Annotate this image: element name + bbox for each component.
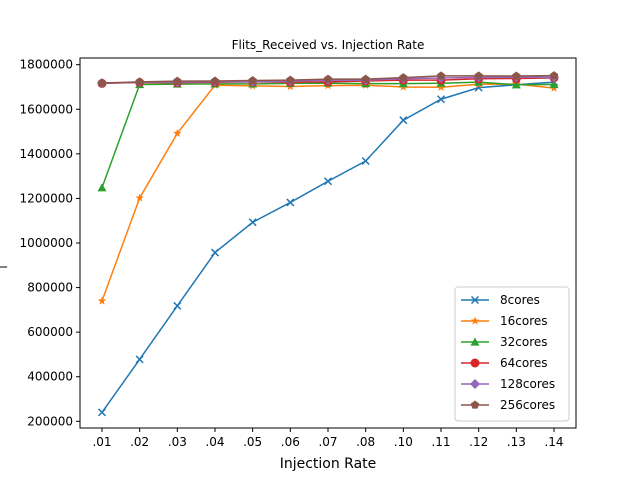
y-tick-label: 1000000 bbox=[20, 236, 73, 250]
x-tick-label: .04 bbox=[205, 435, 224, 449]
data-point bbox=[512, 71, 521, 80]
x-tick-label: .14 bbox=[544, 435, 563, 449]
legend-marker bbox=[470, 358, 480, 368]
legend-marker bbox=[470, 337, 480, 346]
legend-label: 256cores bbox=[500, 398, 555, 412]
legend-entry: 256cores bbox=[461, 398, 555, 412]
legend-entry: 16cores bbox=[461, 314, 548, 328]
legend-label: 128cores bbox=[500, 377, 555, 391]
x-tick-label: .06 bbox=[281, 435, 300, 449]
y-tick-label: 400000 bbox=[27, 370, 73, 384]
legend-entry: 8cores bbox=[461, 293, 540, 307]
x-tick-label: .12 bbox=[469, 435, 488, 449]
data-point bbox=[135, 193, 144, 202]
legend-entry: 32cores bbox=[461, 335, 548, 349]
data-point bbox=[135, 355, 144, 364]
data-point bbox=[323, 74, 333, 83]
data-point bbox=[97, 78, 107, 87]
y-tick-label: 800000 bbox=[27, 281, 73, 295]
legend-marker bbox=[470, 316, 480, 325]
data-point bbox=[173, 76, 182, 85]
legend-marker bbox=[470, 379, 480, 389]
x-tick-label: .07 bbox=[318, 435, 337, 449]
data-point bbox=[286, 75, 295, 84]
legend-entry: 128cores bbox=[461, 377, 555, 391]
legend-label: 16cores bbox=[500, 314, 548, 328]
y-tick-label: 1200000 bbox=[20, 191, 73, 205]
y-tick-label: 200000 bbox=[27, 414, 73, 428]
data-point bbox=[511, 80, 521, 89]
data-point bbox=[97, 296, 107, 305]
y-tick-label: 1800000 bbox=[20, 58, 73, 72]
plot-area: 200000 400000 600000 800000 1000000 1200000 14… bbox=[20, 57, 577, 449]
y-tick-label: 600000 bbox=[27, 325, 73, 339]
y-axis-title: _ bbox=[0, 252, 8, 268]
x-tick-label: .03 bbox=[168, 435, 187, 449]
data-point bbox=[248, 218, 257, 227]
data-point bbox=[135, 77, 144, 86]
data-point bbox=[97, 183, 107, 192]
legend-marker bbox=[470, 295, 480, 305]
data-point bbox=[436, 95, 446, 104]
x-axis-title: Injection Rate bbox=[280, 456, 377, 472]
series-256cores bbox=[97, 71, 559, 87]
y-tick-label: 1600000 bbox=[20, 102, 73, 116]
legend-label: 32cores bbox=[500, 335, 548, 349]
x-tick-label: .10 bbox=[394, 435, 413, 449]
series-line bbox=[101, 81, 555, 188]
data-point bbox=[399, 116, 408, 125]
data-point bbox=[361, 74, 370, 83]
legend: 8cores 16cores 32cores 64cores 128cores 256co… bbox=[454, 286, 570, 422]
data-point bbox=[173, 128, 182, 137]
legend-entry: 64cores bbox=[461, 356, 548, 370]
x-tick-label: .01 bbox=[92, 435, 111, 449]
chart-title: Flits_Received vs. Injection Rate bbox=[232, 38, 425, 52]
data-point bbox=[210, 76, 220, 85]
series-16cores bbox=[97, 79, 559, 305]
x-tick-label: .05 bbox=[243, 435, 262, 449]
data-point bbox=[549, 80, 559, 89]
data-point bbox=[399, 73, 408, 82]
data-point bbox=[436, 71, 446, 80]
series-32cores bbox=[97, 77, 559, 192]
data-point bbox=[474, 71, 483, 80]
data-point bbox=[97, 408, 107, 417]
data-point bbox=[286, 198, 295, 207]
legend-marker bbox=[470, 400, 480, 409]
series-line bbox=[101, 83, 555, 302]
data-point bbox=[173, 301, 182, 310]
data-point bbox=[549, 71, 559, 80]
x-tick-label: .11 bbox=[431, 435, 450, 449]
data-point bbox=[323, 177, 333, 186]
legend-label: 8cores bbox=[500, 293, 540, 307]
data-point bbox=[361, 156, 370, 166]
x-tick-label: .08 bbox=[356, 435, 375, 449]
data-point bbox=[210, 248, 220, 257]
data-point bbox=[248, 76, 257, 85]
x-tick-label: .02 bbox=[130, 435, 149, 449]
y-tick-label: 1400000 bbox=[20, 147, 73, 161]
x-tick-label: .13 bbox=[507, 435, 526, 449]
legend-label: 64cores bbox=[500, 356, 548, 370]
